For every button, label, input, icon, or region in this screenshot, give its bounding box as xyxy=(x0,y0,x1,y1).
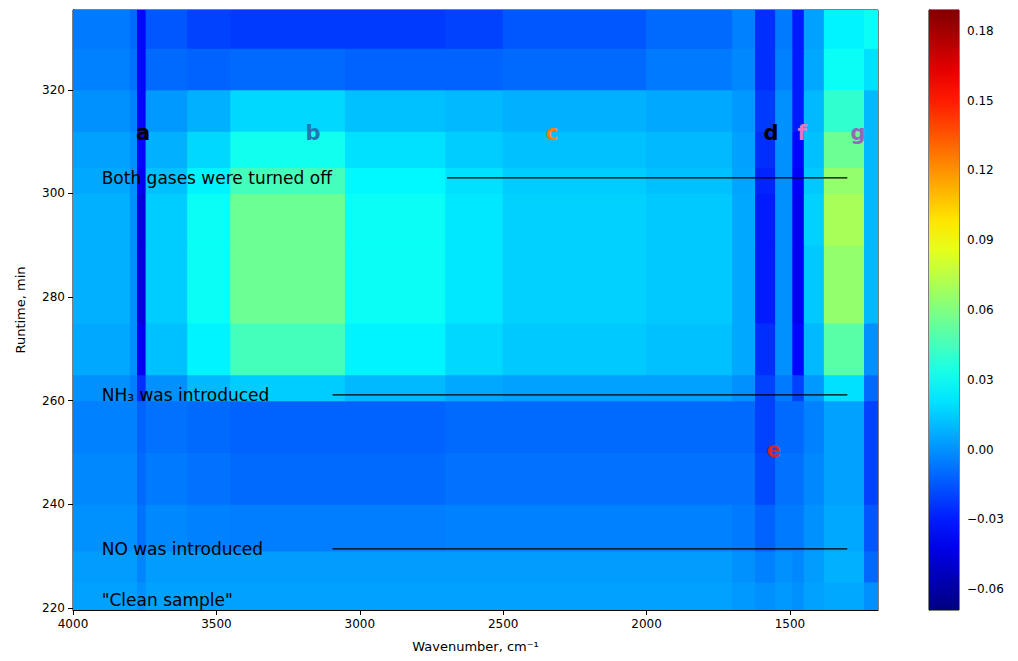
svg-text:0.12: 0.12 xyxy=(967,163,994,177)
svg-text:0.00: 0.00 xyxy=(967,443,994,457)
svg-text:220: 220 xyxy=(42,601,65,615)
svg-text:4000: 4000 xyxy=(58,617,89,631)
svg-text:d: d xyxy=(764,121,779,145)
svg-text:2500: 2500 xyxy=(488,617,519,631)
svg-text:Wavenumber, cm⁻¹: Wavenumber, cm⁻¹ xyxy=(412,639,539,654)
svg-text:"Clean sample": "Clean sample" xyxy=(102,590,233,610)
svg-text:240: 240 xyxy=(42,497,65,511)
svg-text:c: c xyxy=(546,121,558,145)
svg-text:−0.03: −0.03 xyxy=(967,512,1004,526)
svg-text:Runtime, min: Runtime, min xyxy=(13,266,28,353)
svg-text:260: 260 xyxy=(42,394,65,408)
svg-text:2000: 2000 xyxy=(631,617,662,631)
svg-text:320: 320 xyxy=(42,83,65,97)
svg-text:0.15: 0.15 xyxy=(967,94,994,108)
svg-text:3500: 3500 xyxy=(201,617,232,631)
svg-text:0.03: 0.03 xyxy=(967,373,994,387)
svg-text:b: b xyxy=(306,121,321,145)
svg-text:0.18: 0.18 xyxy=(967,24,994,38)
svg-text:300: 300 xyxy=(42,186,65,200)
svg-text:280: 280 xyxy=(42,290,65,304)
svg-text:Both gases were turned off: Both gases were turned off xyxy=(102,168,333,188)
svg-text:0.09: 0.09 xyxy=(967,233,994,247)
svg-text:NO was introduced: NO was introduced xyxy=(102,539,263,559)
svg-text:NH₃ was introduced: NH₃ was introduced xyxy=(102,385,270,405)
svg-text:0.06: 0.06 xyxy=(967,303,994,317)
svg-text:f: f xyxy=(797,121,807,145)
svg-text:3000: 3000 xyxy=(345,617,376,631)
svg-text:g: g xyxy=(850,121,865,145)
svg-text:1500: 1500 xyxy=(775,617,806,631)
svg-text:a: a xyxy=(136,121,150,145)
svg-text:−0.06: −0.06 xyxy=(967,582,1004,596)
svg-text:e: e xyxy=(767,438,781,462)
